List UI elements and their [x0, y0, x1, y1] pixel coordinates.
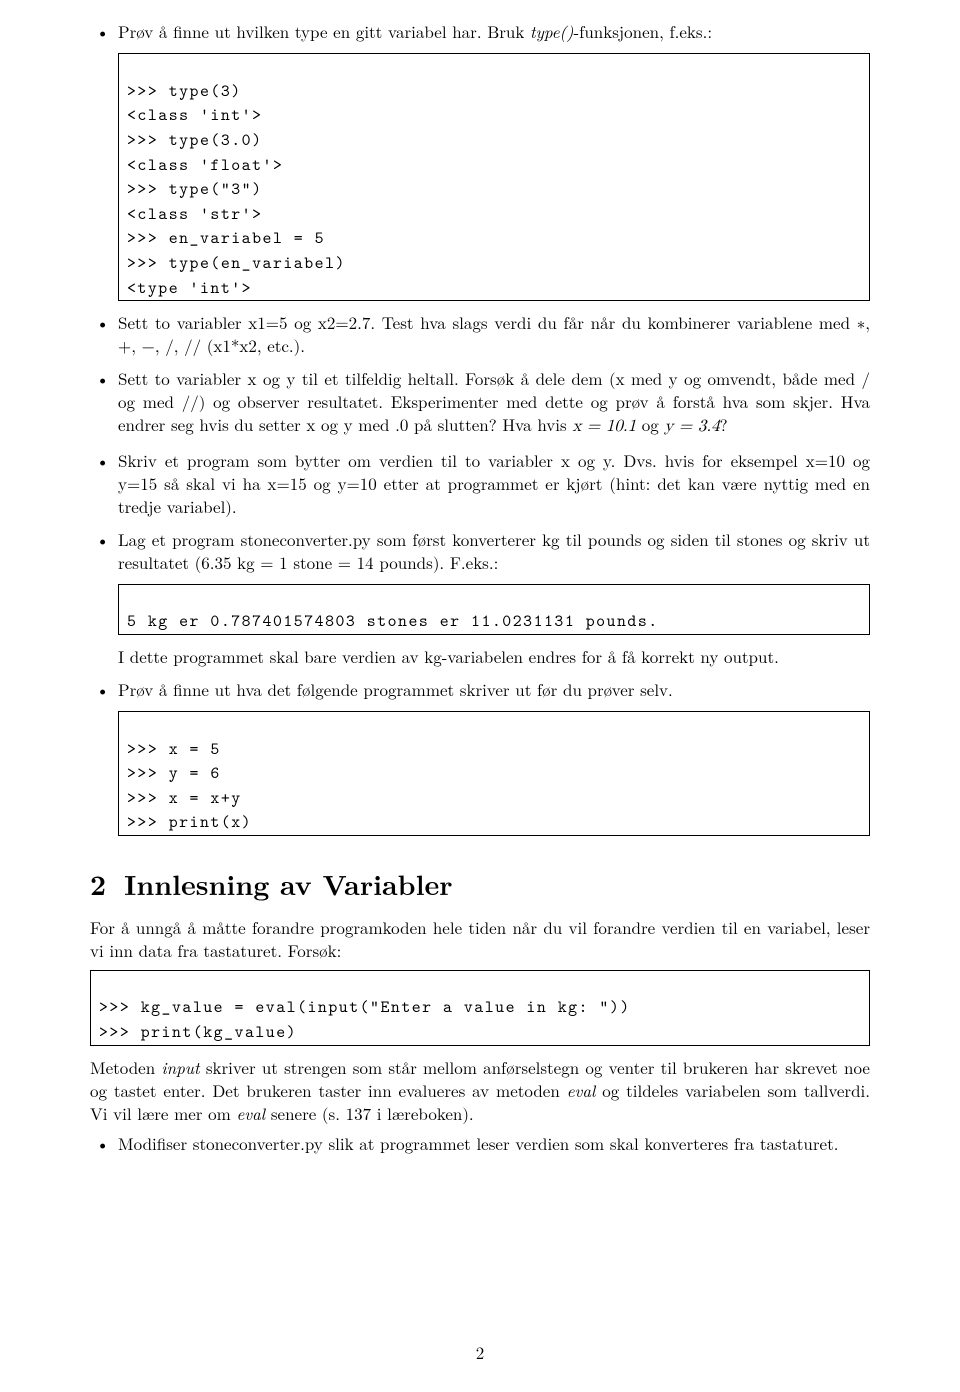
paragraph: For å unngå å måtte forandre programkode… [90, 916, 870, 962]
code-line: >>> x = 5 [127, 738, 221, 760]
code-block-4: >>> kg_value = eval(input("Enter a value… [90, 970, 870, 1046]
text: -funksjonen, f.eks.: [573, 19, 712, 43]
text: og [636, 412, 664, 436]
code-line: <class 'int'> [127, 104, 263, 126]
code-line: <type 'int'> [127, 277, 252, 299]
bullet-item: Sett to variabler x1=5 og x2=2.7. Test h… [90, 311, 870, 357]
text-italic: eval [236, 1101, 265, 1125]
bullet-list-1: Prøv å finne ut hvilken type en gitt var… [90, 20, 870, 43]
text: ? [720, 412, 728, 436]
code-line: >>> type(3.0) [127, 129, 263, 151]
text: senere (s. 137 i læreboken). [265, 1101, 474, 1125]
text: Lag et program stoneconverter.py som før… [118, 527, 870, 574]
code-line: >>> kg_value = eval(input("Enter a value… [99, 996, 631, 1018]
page-number: 2 [0, 1341, 960, 1364]
math: y = 3.4 [664, 418, 719, 435]
bullet-item: Modifiser stoneconverter.py slik at prog… [90, 1132, 870, 1155]
section-heading: 2 Innlesning av Variabler [90, 866, 870, 904]
text: Metoden [90, 1055, 161, 1079]
text: Prøv å finne ut hvilken type en gitt var… [118, 19, 530, 43]
code-block-1: >>> type(3) <class 'int'> >>> type(3.0) … [118, 53, 870, 301]
bullet-list-2: Sett to variabler x1=5 og x2=2.7. Test h… [90, 311, 870, 573]
bullet-item: Prøv å finne ut hvilken type en gitt var… [90, 20, 870, 43]
code-line: >>> en_variabel = 5 [127, 227, 325, 249]
bullet-list-3: Prøv å finne ut hva det følgende program… [90, 678, 870, 701]
code-line: <class 'float'> [127, 154, 283, 176]
code-line: >>> type("3") [127, 178, 263, 200]
paragraph: Metoden input skriver ut strengen som st… [90, 1056, 870, 1125]
code-line: >>> print(kg_value) [99, 1021, 297, 1043]
code-line: <class 'str'> [127, 203, 263, 225]
text-italic: eval [567, 1078, 596, 1102]
code-line: 5 kg er 0.787401574803 stones er 11.0231… [127, 610, 659, 632]
code-line: >>> print(x) [127, 811, 252, 833]
math: x = 10.1 [572, 418, 636, 435]
bullet-list-4: Modifiser stoneconverter.py slik at prog… [90, 1132, 870, 1155]
text: Prøv å finne ut hva det følgende program… [118, 677, 673, 701]
code-line: >>> type(en_variabel) [127, 252, 346, 274]
code-line: >>> y = 6 [127, 762, 221, 784]
paragraph: I dette programmet skal bare verdien av … [118, 645, 870, 668]
code-block-3: >>> x = 5 >>> y = 6 >>> x = x+y >>> prin… [118, 711, 870, 836]
section-title: Innlesning av Variabler [124, 864, 452, 904]
code-line: >>> type(3) [127, 80, 242, 102]
text: Sett to variabler x1=5 og x2=2.7. Test h… [118, 310, 870, 357]
text: Modifiser stoneconverter.py slik at prog… [118, 1131, 838, 1155]
bullet-item: Skriv et program som bytter om verdien t… [90, 449, 870, 518]
document-page: Prøv å finne ut hvilken type en gitt var… [0, 0, 960, 1392]
code-block-2: 5 kg er 0.787401574803 stones er 11.0231… [118, 584, 870, 635]
text: Skriv et program som bytter om verdien t… [118, 448, 870, 518]
text-italic: input [161, 1055, 199, 1079]
text: Sett to variabler x og y til et tilfeldi… [118, 366, 870, 436]
text-italic: type() [530, 19, 573, 43]
section-number: 2 [90, 864, 106, 904]
bullet-item: Prøv å finne ut hva det følgende program… [90, 678, 870, 701]
bullet-item: Lag et program stoneconverter.py som før… [90, 528, 870, 574]
code-line: >>> x = x+y [127, 787, 242, 809]
bullet-item: Sett to variabler x og y til et tilfeldi… [90, 367, 870, 439]
